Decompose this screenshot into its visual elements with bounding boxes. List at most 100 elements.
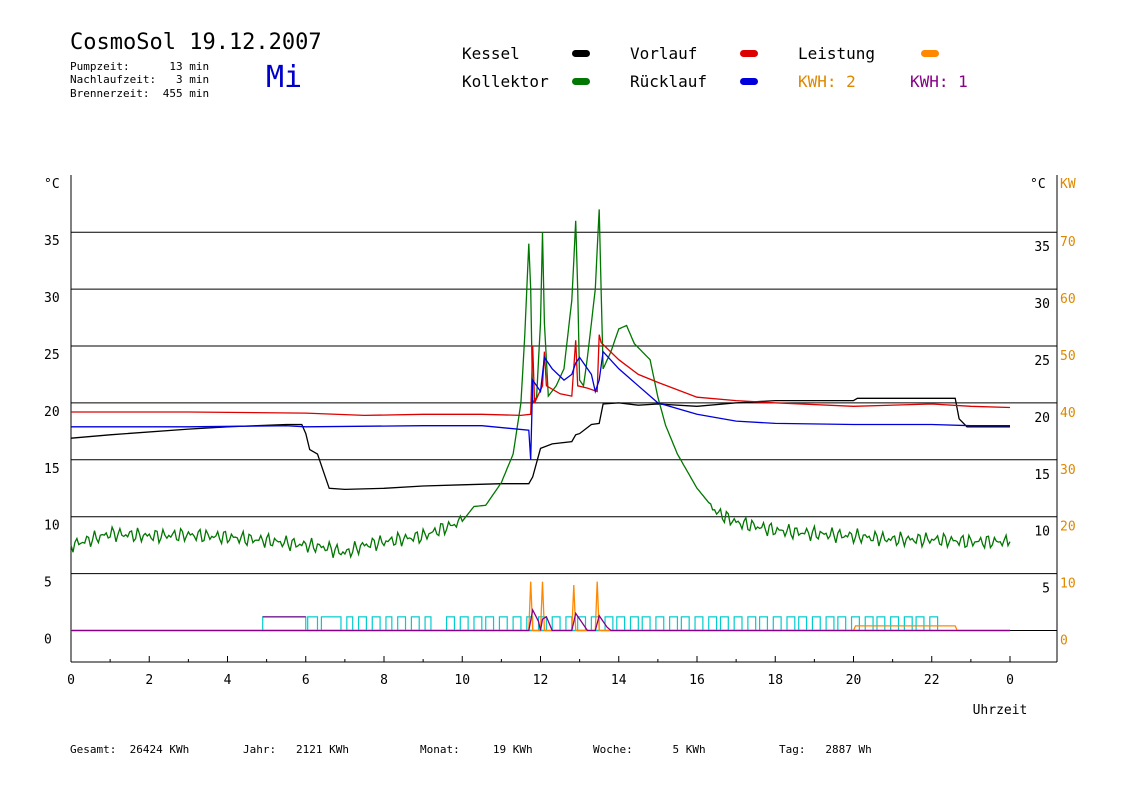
series-kwh_b	[71, 608, 1010, 632]
y-right-power-label-60: 60	[1060, 292, 1076, 307]
y-right-temp-unit: °C	[1030, 177, 1046, 192]
y-left-unit: °C	[44, 177, 60, 192]
y-right-power-unit: KW	[1060, 177, 1076, 192]
footer-jahr: Jahr: 2121 KWh	[243, 743, 349, 756]
pump-block	[320, 616, 342, 632]
y-left-label-5: 5	[44, 576, 52, 591]
y-right-temp-label-15: 15	[1034, 468, 1050, 483]
y-left-label-20: 20	[44, 405, 60, 420]
x-tick-label-2: 4	[224, 673, 232, 688]
pump-block	[772, 616, 782, 632]
x-axis-label: Uhrzeit	[973, 703, 1028, 718]
pump-block	[915, 616, 925, 632]
pump-block	[864, 616, 874, 632]
legend-kessel-swatch	[572, 50, 590, 57]
y-right-temp-label-25: 25	[1034, 354, 1050, 369]
pump-block	[307, 616, 319, 632]
pump-block	[825, 616, 835, 632]
y-right-power-label-40: 40	[1060, 406, 1076, 421]
pump-block	[485, 616, 495, 632]
brennerzeit-stat: Brennerzeit: 455 min	[70, 87, 210, 100]
pump-block	[346, 616, 354, 632]
pump-block	[837, 616, 847, 632]
pump-block	[446, 616, 456, 632]
pump-block	[424, 616, 432, 632]
pump-block	[694, 616, 704, 632]
legend-kollektor-swatch	[572, 78, 590, 85]
y-left-label-30: 30	[44, 291, 60, 306]
pump-block	[929, 616, 939, 632]
y-right-power-label-0: 0	[1060, 634, 1068, 649]
x-tick-label-5: 10	[454, 673, 470, 688]
pump-block	[551, 616, 561, 632]
x-tick-label-6: 12	[533, 673, 549, 688]
series-kessel	[70, 397, 1010, 491]
pump-block	[786, 616, 796, 632]
legend-leistung-label: Leistung	[798, 44, 876, 63]
x-tick-label-0: 0	[67, 673, 75, 688]
series-ruecklauf	[71, 350, 1010, 460]
pump-block	[616, 616, 626, 632]
pump-block	[629, 616, 639, 632]
footer-tag: Tag: 2887 Wh	[779, 743, 872, 756]
y-left-label-25: 25	[44, 348, 60, 363]
legend-vorlauf-label: Vorlauf	[630, 44, 698, 63]
y-right-power-label-50: 50	[1060, 349, 1076, 364]
legend-vorlauf-swatch	[740, 50, 758, 57]
footer-gesamt: Gesamt: 26424 KWh	[70, 743, 190, 756]
pump-block	[410, 616, 420, 632]
x-tick-label-4: 8	[380, 673, 388, 688]
footer-woche: Woche: 5 KWh	[593, 743, 706, 756]
pump-block	[473, 616, 483, 632]
x-tick-label-7: 14	[611, 673, 627, 688]
pump-block	[708, 616, 718, 632]
pump-block	[733, 616, 743, 632]
y-right-power-label-20: 20	[1060, 520, 1076, 535]
legend-ruecklauf-label: Rücklauf	[630, 72, 708, 91]
pump-block	[459, 616, 469, 632]
weekday-label: Mi	[266, 60, 303, 95]
series-leistung	[71, 581, 1010, 632]
pump-block	[357, 616, 367, 632]
pump-block	[850, 616, 860, 632]
pump-block	[903, 616, 913, 632]
y-right-temp-label-30: 30	[1034, 297, 1050, 312]
pump-block	[397, 616, 407, 632]
legend-kessel-label: Kessel	[462, 44, 520, 63]
x-tick-label-12: 0	[1006, 673, 1014, 688]
x-tick-label-9: 18	[767, 673, 783, 688]
pump-block	[655, 616, 665, 632]
footer-monat: Monat: 19 KWh	[420, 743, 533, 756]
y-right-temp-label-20: 20	[1034, 411, 1050, 426]
legend-leistung-swatch	[921, 50, 939, 57]
x-tick-label-11: 22	[924, 673, 940, 688]
pump-block	[512, 616, 522, 632]
y-left-label-10: 10	[44, 519, 60, 534]
y-left-label-35: 35	[44, 234, 60, 249]
pump-block	[669, 616, 679, 632]
pump-block	[890, 616, 900, 632]
pump-block	[811, 616, 821, 632]
x-tick-label-1: 2	[145, 673, 153, 688]
legend-kwh-a-label: KWH: 2	[798, 72, 856, 91]
pump-block	[565, 616, 573, 632]
x-tick-label-3: 6	[302, 673, 310, 688]
y-right-power-label-70: 70	[1060, 235, 1076, 250]
pump-block	[262, 616, 307, 632]
legend-kwh-b-label: KWH: 1	[910, 72, 968, 91]
pump-block	[758, 616, 769, 632]
y-right-power-label-10: 10	[1060, 577, 1076, 592]
legend-ruecklauf-swatch	[740, 78, 758, 85]
pump-block	[680, 616, 690, 632]
x-tick-label-10: 20	[846, 673, 862, 688]
pump-block	[371, 616, 381, 632]
pump-block	[747, 616, 757, 632]
y-right-temp-label-35: 35	[1034, 240, 1050, 255]
y-left-label-15: 15	[44, 462, 60, 477]
y-left-label-0: 0	[44, 633, 52, 648]
pump-block	[385, 616, 393, 632]
nachlaufzeit-stat: Nachlaufzeit: 3 min	[70, 73, 210, 86]
pumpzeit-stat: Pumpzeit: 13 min	[70, 60, 210, 73]
series-vorlauf	[71, 334, 1011, 417]
